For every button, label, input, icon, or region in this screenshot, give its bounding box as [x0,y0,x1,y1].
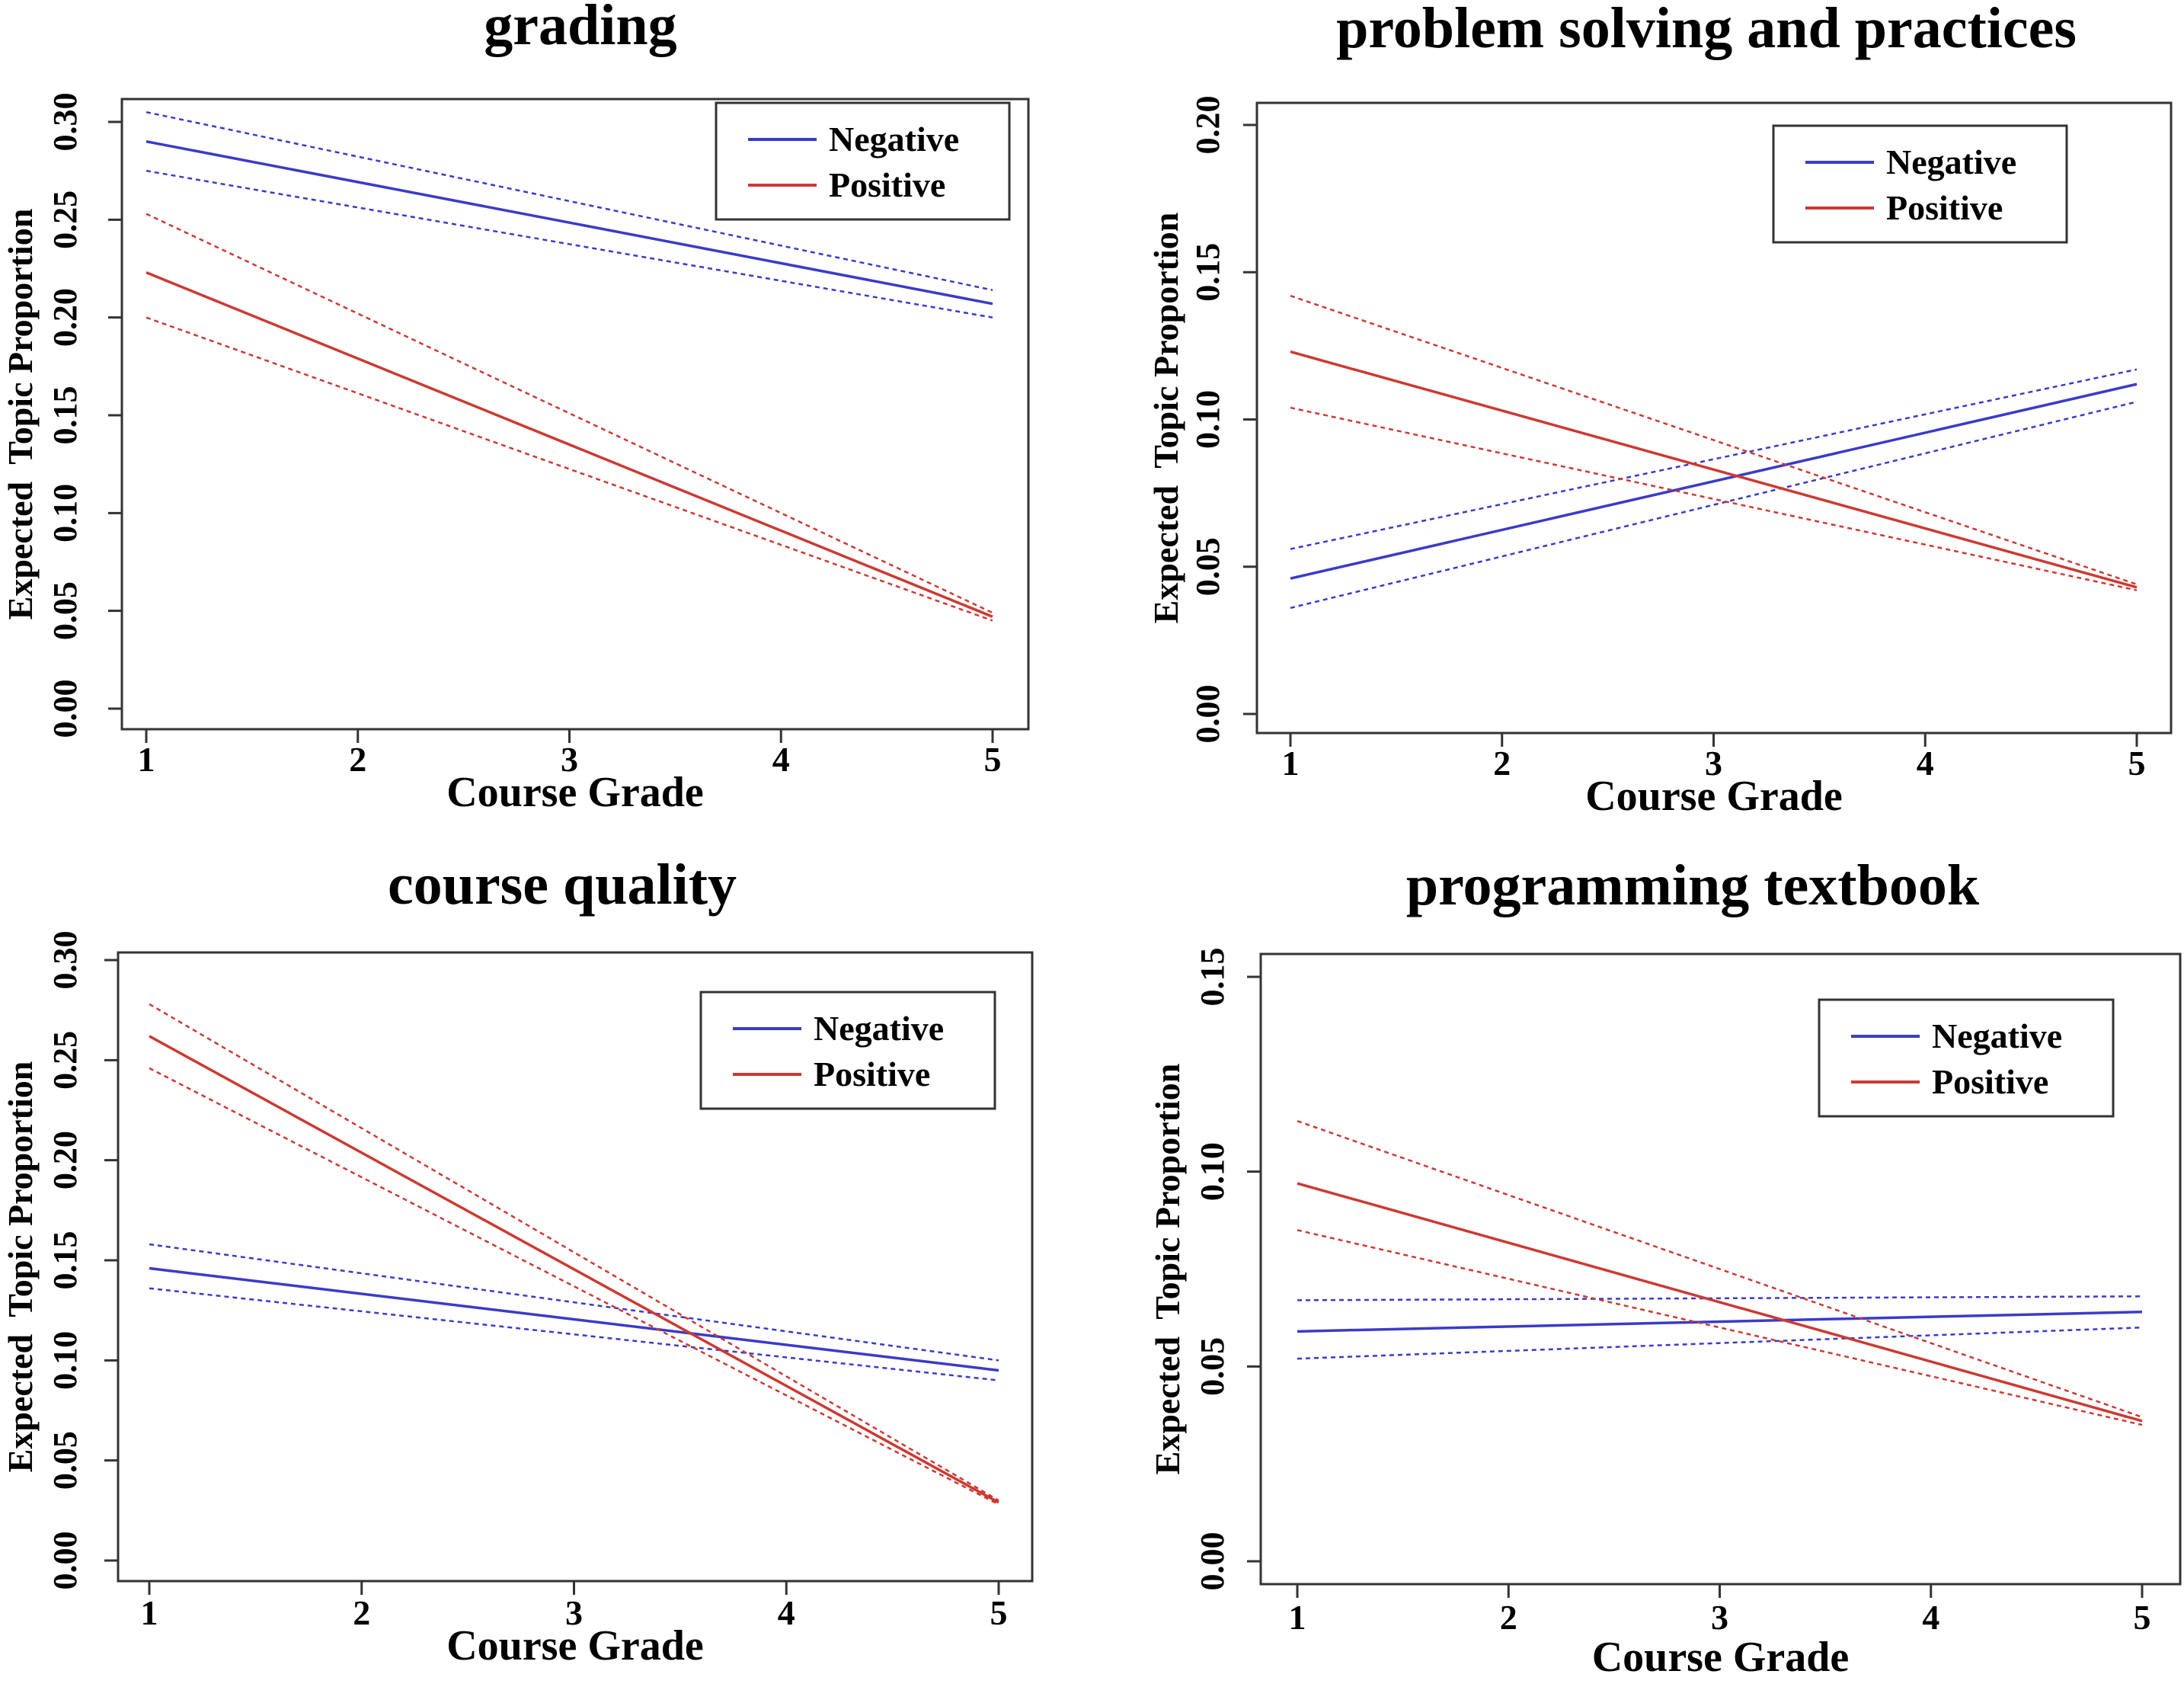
legend-label-negative: Negative [1932,1016,2062,1055]
x-axis-label: Course Grade [1585,773,1843,820]
x-tick-label: 1 [141,1593,158,1632]
legend: Negative Positive [1772,124,2068,244]
y-tick-label: 0.30 [46,931,84,990]
legend-label-positive: Positive [814,1055,930,1093]
y-axis-label: Expected Topic Proportion [1148,1064,1187,1475]
series-negative-lower-ci [1290,401,2138,610]
legend: Negative Positive [1818,998,2115,1118]
y-tick-label: 0.05 [1194,1337,1231,1396]
y-tick-label: 0.10 [1189,390,1226,449]
y-tick-label: 0.20 [46,1131,84,1189]
legend-label-positive: Positive [829,165,945,204]
y-tick-label: 0.20 [1189,96,1226,155]
legend-frame [1772,124,2068,244]
chart-panel-3: course quality 1 2 3 4 5 0.00 0.05 0.10 0.15 0.20 0… [1,853,1034,1669]
y-tick-label: 0.25 [46,190,84,249]
legend-label-negative: Negative [1886,142,2016,181]
x-tick-label: 3 [565,1593,583,1632]
y-axis-label: Expected Topic Proportion [1,209,40,620]
y-tick-label: 0.00 [46,680,84,738]
chart-title: grading [484,0,676,57]
legend-label-negative: Negative [814,1009,944,1048]
y-tick-label: 0.10 [46,484,84,543]
y-tick-label: 0.15 [46,386,84,445]
legend: Negative Positive [699,991,996,1110]
y-tick-label: 0.00 [1194,1532,1231,1591]
chart-panel-2: problem solving and practices 1 2 3 4 5 0.00 0.… [1146,0,2173,820]
legend-label-positive: Positive [1886,188,2003,227]
series-negative-line [145,139,993,306]
chart-panel-1: grading 1 2 3 4 5 0.00 0.05 0.10 0.15 0.20 0.25 0.30… [1,0,1030,816]
x-tick-label: 3 [1705,744,1722,783]
y-tick-label: 0.10 [46,1331,84,1390]
series-negative-upper-ci [149,1243,999,1362]
x-tick-label: 1 [1282,744,1300,783]
y-tick-label: 0.00 [1189,685,1226,744]
series-negative-upper-ci [1297,1295,2143,1301]
x-tick-label: 1 [1289,1598,1306,1637]
series-positive-line [1297,1182,2143,1423]
series-negative-lower-ci [1297,1326,2143,1360]
series-positive-upper-ci [1290,294,2138,586]
legend: Negative Positive [715,101,1011,221]
series-negative-upper-ci [145,110,993,291]
series-negative-upper-ci [1290,368,2138,550]
x-tick-label: 2 [1500,1598,1517,1637]
series-positive-line [145,271,993,618]
x-axis-label: Course Grade [1592,1634,1850,1681]
legend-frame [715,101,1011,221]
x-tick-label: 4 [778,1593,795,1632]
y-axis-label: Expected Topic Proportion [1146,213,1185,624]
chart-title: problem solving and practices [1336,0,2077,60]
y-tick-label: 0.20 [46,288,84,347]
series-positive-lower-ci [1290,406,2138,591]
chart-title: course quality [388,853,737,917]
series-positive-lower-ci [149,1067,999,1506]
series-positive-upper-ci [1297,1120,2143,1418]
x-tick-label: 4 [1922,1598,1939,1637]
x-tick-label: 5 [2134,1598,2151,1637]
x-tick-label: 4 [772,740,790,779]
y-tick-label: 0.30 [46,93,84,152]
y-tick-label: 0.15 [46,1231,84,1290]
series-negative-lower-ci [145,169,993,319]
legend-frame [699,991,996,1110]
y-tick-label: 0.10 [1194,1142,1231,1201]
x-tick-label: 3 [561,740,578,779]
x-axis-label: Course Grade [446,1622,704,1669]
series-positive-line [149,1035,999,1504]
y-tick-label: 0.25 [46,1031,84,1090]
y-axis-label: Expected Topic Proportion [1,1061,40,1473]
chart-title: programming textbook [1406,853,1980,917]
series-negative-line [1297,1310,2143,1333]
x-tick-label: 2 [349,740,366,779]
y-tick-label: 0.00 [46,1532,84,1590]
y-tick-label: 0.05 [46,581,84,640]
y-tick-label: 0.05 [46,1431,84,1490]
series-positive-upper-ci [145,213,993,614]
series-positive-lower-ci [145,316,993,622]
x-tick-label: 5 [984,740,1002,779]
y-tick-label: 0.15 [1194,948,1231,1007]
x-tick-label: 5 [2128,744,2146,783]
series-negative-line [1290,383,2138,580]
y-tick-label: 0.15 [1189,243,1226,302]
x-tick-label: 2 [353,1593,370,1632]
legend-label-positive: Positive [1932,1062,2048,1101]
chart-panel-4: programming textbook 1 2 3 4 5 0.00 0.05 0.10 0.1… [1148,853,2182,1681]
legend-frame [1818,998,2115,1118]
x-tick-label: 3 [1711,1598,1728,1637]
x-tick-label: 2 [1493,744,1511,783]
x-tick-label: 1 [138,740,155,779]
series-positive-line [1290,350,2138,589]
legend-label-negative: Negative [829,120,959,158]
x-tick-label: 5 [990,1593,1008,1632]
series-positive-lower-ci [1297,1229,2143,1426]
x-axis-label: Course Grade [446,769,704,816]
y-tick-label: 0.05 [1189,537,1226,596]
x-tick-label: 4 [1917,744,1934,783]
series-negative-line [149,1266,999,1372]
